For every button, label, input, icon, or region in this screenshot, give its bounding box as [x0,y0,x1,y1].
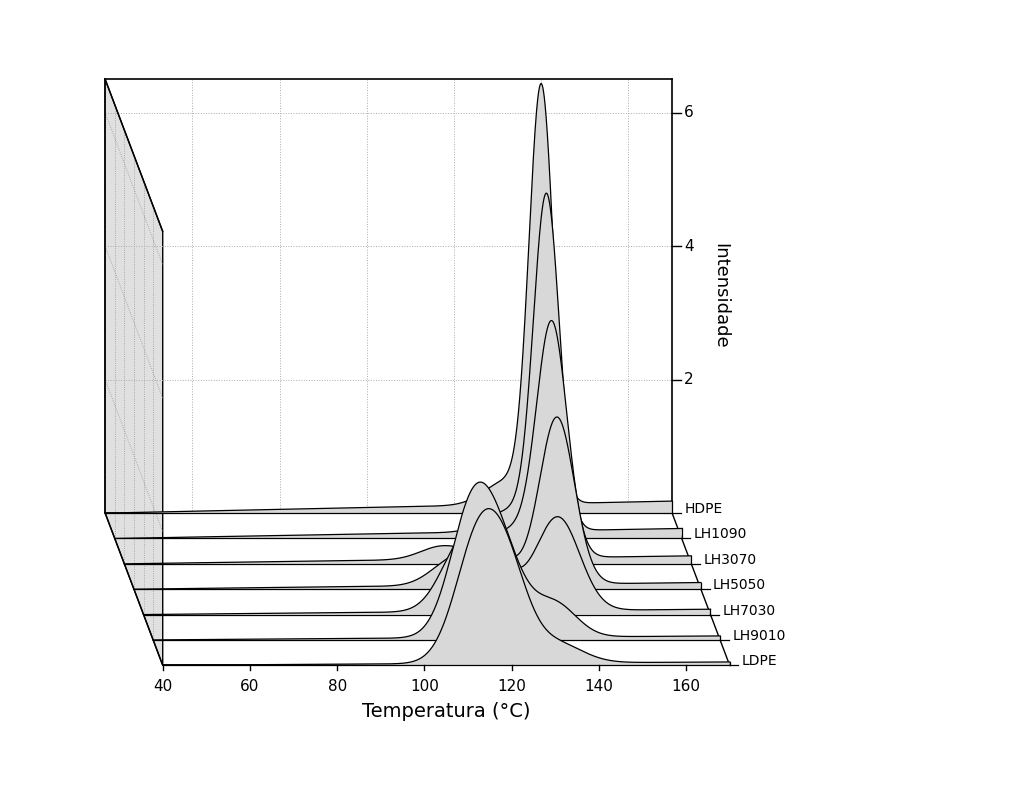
Polygon shape [163,509,729,665]
Text: 140: 140 [584,678,613,694]
Text: Temperatura (°C): Temperatura (°C) [362,702,531,721]
Polygon shape [134,417,701,590]
Polygon shape [115,193,681,539]
Polygon shape [125,320,692,564]
Text: 60: 60 [240,678,260,694]
Text: LH7030: LH7030 [722,604,775,618]
Text: 120: 120 [497,678,526,694]
Polygon shape [153,482,720,640]
Text: 2: 2 [684,372,694,387]
Text: 100: 100 [410,678,439,694]
Text: 40: 40 [153,678,172,694]
Text: 160: 160 [671,678,701,694]
Text: 80: 80 [327,678,347,694]
Polygon shape [143,517,711,615]
Text: 4: 4 [684,239,694,254]
Text: LH9010: LH9010 [732,629,786,643]
Polygon shape [105,79,163,665]
Text: LDPE: LDPE [742,654,777,668]
Text: Intensidade: Intensidade [711,243,729,349]
Text: LH1090: LH1090 [694,528,747,542]
Polygon shape [105,83,672,513]
Text: 6: 6 [684,105,694,120]
Text: HDPE: HDPE [684,502,722,516]
Text: LH3070: LH3070 [704,553,757,567]
Text: LH5050: LH5050 [713,579,766,592]
